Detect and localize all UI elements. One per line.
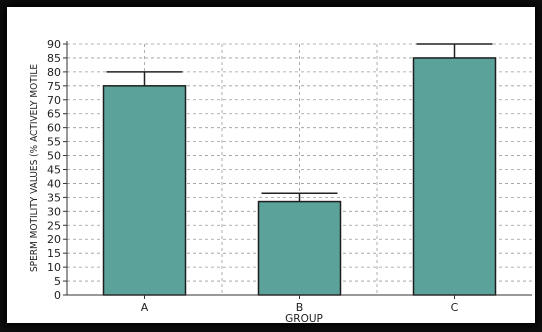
y-tick-label: 5 [54, 275, 61, 288]
x-tick-label: B [296, 301, 304, 314]
y-tick-label: 0 [54, 289, 61, 302]
y-tick-label: 80 [47, 66, 61, 79]
y-tick-label: 70 [47, 94, 61, 107]
y-tick-label: 85 [47, 52, 61, 65]
y-tick-label: 55 [47, 136, 61, 149]
y-tick-label: 50 [47, 150, 61, 163]
y-tick-label: 60 [47, 122, 61, 135]
bars [102, 57, 497, 296]
y-tick-label: 20 [47, 233, 61, 246]
x-ticks: A B C [141, 295, 459, 314]
y-tick-label: 10 [47, 261, 61, 274]
y-tick-label: 30 [47, 205, 61, 218]
bar-A [102, 85, 187, 296]
bar-B [257, 200, 342, 296]
y-tick-label: 25 [47, 219, 61, 232]
y-tick-label: 35 [47, 191, 61, 204]
y-tick-label: 90 [47, 38, 61, 51]
x-axis-title: GROUP [285, 313, 323, 323]
y-tick-label: 75 [47, 80, 61, 93]
y-tick-label: 65 [47, 108, 61, 121]
bar-C [412, 57, 497, 296]
y-axis-title: SPERM MOTILITY VALUES (% ACTIVELY MOTILE [29, 64, 40, 272]
chart-frame: 0 5 10 15 20 25 30 35 40 45 50 55 60 65 70 75 80 85 90 A B C… [7, 7, 535, 323]
y-tick-label: 45 [47, 164, 61, 177]
error-bars [106, 43, 493, 202]
y-tick-label: 15 [47, 247, 61, 260]
x-tick-label: C [451, 301, 459, 314]
y-tick-label: 40 [47, 177, 61, 190]
x-tick-label: A [141, 301, 149, 314]
